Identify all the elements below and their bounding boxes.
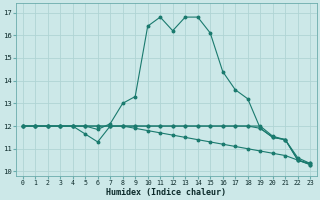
X-axis label: Humidex (Indice chaleur): Humidex (Indice chaleur): [107, 188, 227, 197]
